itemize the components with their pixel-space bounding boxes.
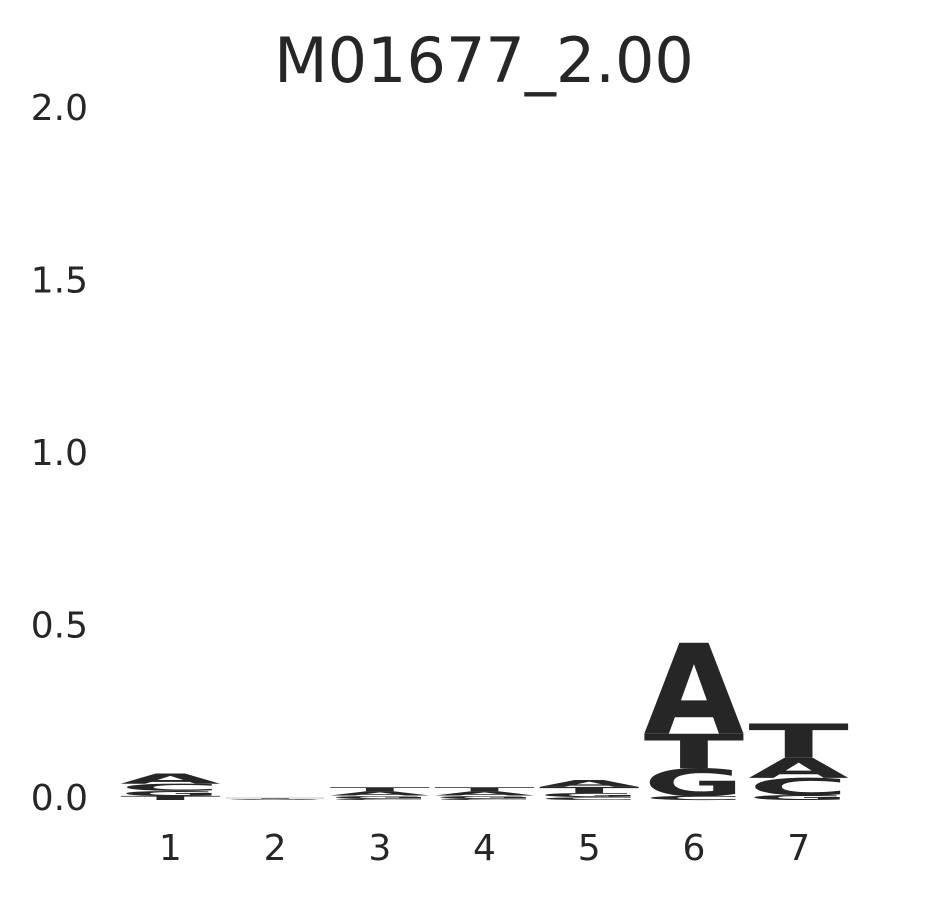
y-tick-label: 2.0 [31, 88, 88, 129]
logo-letter: C [539, 796, 640, 800]
logo-letter: T [539, 785, 641, 795]
x-tick-label: 7 [787, 828, 810, 869]
x-tick-label: 3 [368, 828, 391, 869]
logo-letter: A [225, 800, 326, 801]
logo-letter: C [644, 795, 745, 802]
logo-letter: G [330, 795, 431, 799]
logo-letter: G [120, 789, 221, 797]
logo-letter: C [748, 774, 849, 801]
logo-letter: T [644, 725, 745, 780]
logo-letter: A [644, 618, 745, 764]
logo-letter: T [225, 798, 326, 799]
logo-letter: A [330, 790, 431, 797]
y-tick-label: 0.0 [31, 778, 88, 819]
x-tick-label: 4 [473, 828, 496, 869]
logo-letter: G [225, 798, 326, 799]
logo-letter: G [748, 794, 849, 802]
logo-letter: T [120, 795, 221, 802]
x-tick-label: 5 [578, 828, 601, 869]
y-tick-label: 0.5 [31, 606, 88, 647]
chart-title: M01677_2.00 [274, 24, 694, 97]
x-tick-label: 2 [264, 828, 287, 869]
logo-letter: T [434, 786, 535, 793]
logo-letter: G [434, 795, 535, 799]
logo-letter: C [120, 782, 221, 793]
x-tick-label: 6 [682, 828, 705, 869]
logo-letter: C [330, 798, 431, 801]
logo-letter: A [748, 753, 849, 785]
logo-letter: A [539, 778, 640, 789]
logo-letter: C [434, 798, 535, 801]
logo-letter: A [434, 790, 535, 797]
x-tick-label: 1 [159, 828, 182, 869]
logo-letter: C [225, 799, 326, 800]
y-tick-label: 1.0 [31, 433, 88, 474]
y-tick-label: 1.5 [31, 261, 88, 302]
logo-letter: T [330, 786, 431, 793]
logo-letter: A [120, 771, 221, 787]
logo-letter: T [748, 714, 849, 769]
logo-letter: G [539, 792, 640, 799]
logo-letter: G [644, 761, 745, 805]
